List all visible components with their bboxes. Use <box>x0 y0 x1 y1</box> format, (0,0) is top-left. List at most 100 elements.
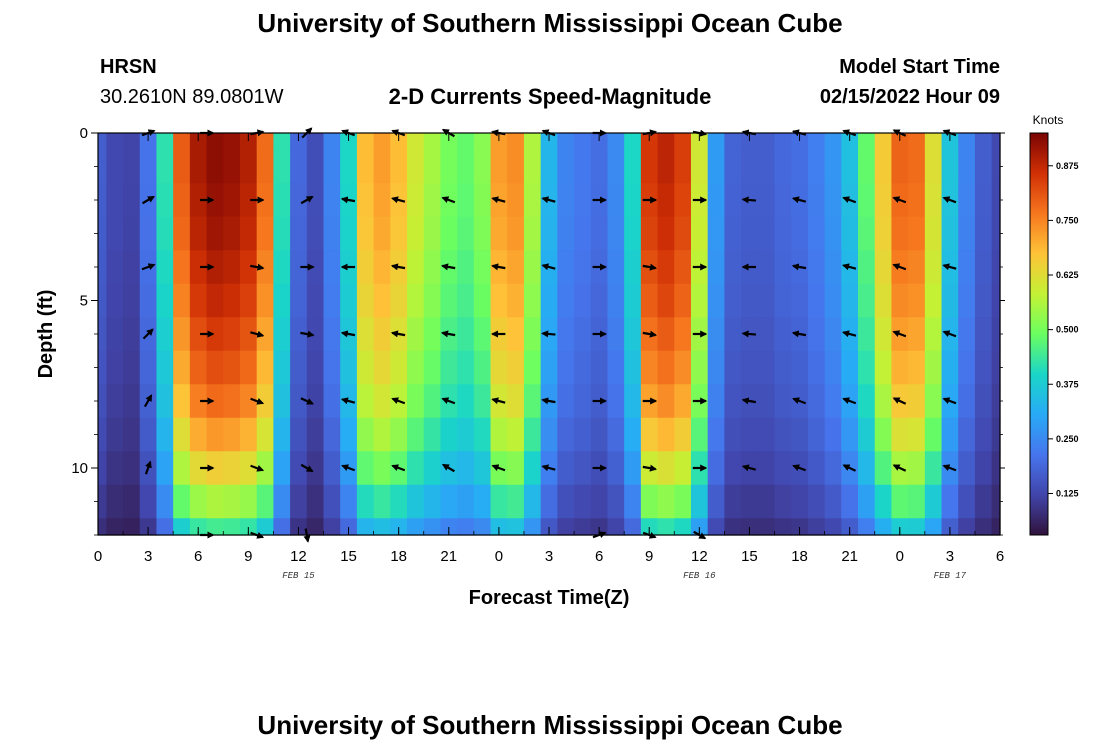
heatmap-cell <box>858 283 876 318</box>
heatmap-cell <box>574 451 592 486</box>
colorbar-tick-label: 0.250 <box>1056 434 1079 444</box>
heatmap-cell <box>256 317 274 352</box>
heatmap-cell <box>858 250 876 285</box>
heatmap-cell <box>490 484 508 519</box>
heatmap-cell <box>206 417 224 452</box>
heatmap-cell <box>239 250 258 285</box>
heatmap-cell <box>407 250 425 285</box>
model-start-label: Model Start Time <box>839 56 1000 78</box>
heatmap-cell <box>941 350 959 385</box>
heatmap-cell <box>306 518 325 536</box>
heatmap-cell <box>440 283 458 318</box>
heatmap-cell <box>189 350 208 385</box>
heatmap-cell <box>173 317 191 352</box>
heatmap-cell <box>908 484 926 519</box>
heatmap-cell <box>390 216 408 251</box>
heatmap-cell <box>690 484 709 519</box>
heatmap-cell <box>724 149 742 184</box>
heatmap-cell <box>457 417 475 452</box>
heatmap-cell <box>707 183 725 218</box>
heatmap-cell <box>323 250 341 285</box>
heatmap-cell <box>356 216 375 251</box>
heatmap-cell <box>423 384 442 419</box>
heatmap-cell <box>807 283 826 318</box>
heatmap-cell <box>440 350 458 385</box>
heatmap-cell <box>123 350 141 385</box>
heatmap-cell <box>507 417 525 452</box>
heatmap-cell <box>657 417 675 452</box>
heatmap-cell <box>624 518 642 536</box>
heatmap-cell <box>657 518 675 536</box>
current-arrow <box>141 195 155 205</box>
heatmap-cell <box>340 350 358 385</box>
heatmap-cell <box>690 216 709 251</box>
heatmap-cell <box>874 518 893 536</box>
heatmap-cell <box>657 384 675 419</box>
heatmap-cell <box>390 350 408 385</box>
heatmap-cell <box>523 484 542 519</box>
heatmap-cell <box>924 317 943 352</box>
heatmap-cell <box>223 518 241 536</box>
heatmap-cell <box>841 518 859 536</box>
heatmap-cell <box>223 451 241 486</box>
y-axis-label: Depth (ft) <box>35 290 57 379</box>
current-arrow <box>391 196 406 204</box>
heatmap-cell <box>858 133 876 151</box>
heatmap-cell <box>974 283 993 318</box>
heatmap-cell <box>824 451 842 486</box>
current-arrow <box>340 196 356 204</box>
heatmap-cell <box>958 484 976 519</box>
heatmap-cell <box>540 149 558 184</box>
heatmap-cell <box>256 283 274 318</box>
heatmap-cell <box>958 451 976 486</box>
heatmap-cell <box>924 250 943 285</box>
heatmap-cell <box>373 283 391 318</box>
heatmap-cell <box>924 350 943 385</box>
heatmap-cell <box>624 250 642 285</box>
heatmap-cell <box>423 183 442 218</box>
heatmap-cell <box>457 216 475 251</box>
colorbar-title: Knots <box>1033 113 1064 127</box>
current-arrow <box>440 330 456 338</box>
heatmap-cell <box>523 283 542 318</box>
heatmap-cell <box>958 133 976 151</box>
heatmap-cell <box>507 133 525 151</box>
heatmap-cell <box>206 484 224 519</box>
heatmap-cell <box>473 283 492 318</box>
heatmap-cell <box>941 417 959 452</box>
heatmap-cell <box>323 317 341 352</box>
heatmap-cell <box>189 384 208 419</box>
heatmap-cell <box>874 149 893 184</box>
heatmap-cell <box>507 317 525 352</box>
heatmap-cell <box>724 484 742 519</box>
x-axis-ticks: 0 3 6 9 12 15 18 21 0 3 6 9 12 15 18 21 0 3 6 <box>94 133 1004 565</box>
heatmap-cell <box>958 149 976 184</box>
heatmap-cell <box>98 133 107 151</box>
x-tick-label: 21 <box>440 548 457 565</box>
heatmap-cell <box>724 451 742 486</box>
heatmap-cell <box>273 183 291 218</box>
heatmap-cell <box>256 484 274 519</box>
heatmap-cell <box>540 484 558 519</box>
heatmap-cell <box>457 484 475 519</box>
current-arrow <box>791 330 807 338</box>
heatmap-cell <box>507 216 525 251</box>
heatmap-cell <box>356 149 375 184</box>
heatmap-cell <box>223 250 241 285</box>
heatmap-cell <box>991 384 1001 419</box>
current-arrow <box>842 464 857 472</box>
heatmap-cell <box>507 384 525 419</box>
heatmap-cell <box>139 417 158 452</box>
current-arrow <box>144 460 152 475</box>
heatmap-cell <box>690 133 709 151</box>
heatmap-cell <box>273 149 291 184</box>
heatmap-cell <box>473 384 492 419</box>
heatmap-cell <box>473 183 492 218</box>
heatmap-cell <box>256 350 274 385</box>
heatmap-cell <box>640 350 659 385</box>
heatmap-cell <box>106 451 124 486</box>
heatmap-cell <box>774 149 792 184</box>
heatmap-cell <box>590 216 609 251</box>
heatmap-cell <box>173 384 191 419</box>
